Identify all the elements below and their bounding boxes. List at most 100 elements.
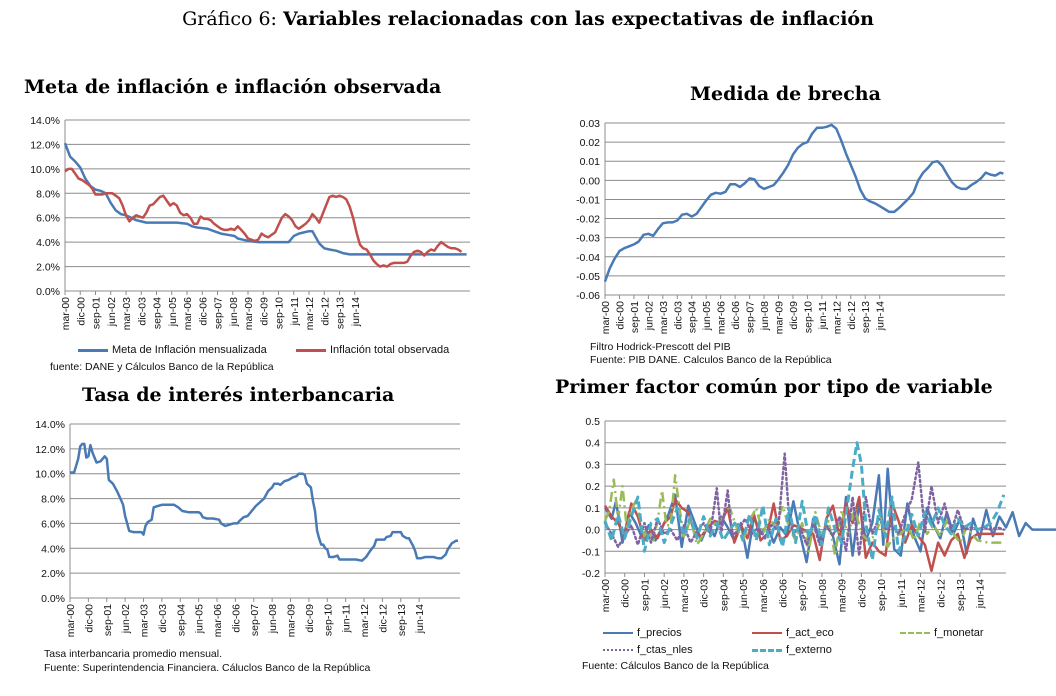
xtick-label-inflacion: sep-13 [335, 297, 347, 329]
xtick-label-factores: sep-01 [639, 579, 651, 611]
xtick-label-tasa: sep-07 [249, 604, 261, 636]
xtick-label-brecha: dic-09 [788, 301, 800, 330]
ytick-label-inflacion: 10.0% [30, 164, 60, 176]
xtick-label-inflacion: sep-07 [213, 297, 225, 329]
xtick-label-factores: jun-02 [659, 579, 671, 609]
xtick-label-inflacion: mar-06 [182, 297, 194, 330]
xtick-label-inflacion: mar-03 [121, 297, 133, 330]
series-line-meta-de-inflaci-n-mensualizada [63, 142, 467, 256]
series-line-f-externo [603, 441, 1006, 562]
xtick-label-tasa: mar-03 [139, 604, 151, 637]
xtick-label-inflacion: mar-09 [243, 297, 255, 330]
xtick-label-inflacion: dic-12 [319, 297, 331, 326]
ytick-label-factores: 0.0 [585, 525, 600, 537]
series-line-f-precios [603, 467, 1056, 566]
ytick-label-inflacion: 12.0% [30, 139, 60, 151]
xtick-label-inflacion: jun-08 [228, 297, 240, 327]
xtick-label-inflacion: jun-02 [106, 297, 118, 327]
xtick-label-brecha: sep-10 [802, 301, 814, 333]
ytick-label-inflacion: 8.0% [36, 188, 60, 200]
series-line-inflaci-n-total-observada [64, 167, 463, 268]
xtick-label-tasa: jun-08 [267, 604, 279, 634]
ytick-label-factores: -0.1 [582, 546, 600, 558]
ytick-label-factores: 0.2 [585, 481, 600, 493]
xtick-label-inflacion: sep-01 [91, 297, 103, 329]
xtick-label-inflacion: mar-00 [60, 297, 72, 330]
xtick-label-factores: mar-09 [837, 579, 849, 612]
xtick-label-brecha: sep-13 [860, 301, 872, 333]
ytick-label-tasa: 0.0% [41, 593, 65, 605]
ytick-label-brecha: -0.03 [576, 233, 600, 245]
ytick-label-inflacion: 6.0% [36, 213, 60, 225]
legend-swatch-meta [78, 348, 108, 352]
legend-item-f-monetar: f_monetar [900, 627, 984, 639]
xtick-label-tasa: mar-06 [212, 604, 224, 637]
ytick-label-brecha: -0.01 [576, 194, 600, 206]
xtick-label-factores: dic-03 [699, 579, 711, 608]
ytick-label-inflacion: 4.0% [36, 237, 60, 249]
xtick-label-brecha: mar-09 [773, 301, 785, 334]
xtick-label-factores: sep-04 [718, 579, 730, 611]
legend-swatch-f-externo [752, 648, 782, 652]
xtick-label-inflacion: dic-03 [136, 297, 148, 326]
xtick-label-brecha: dic-12 [846, 301, 858, 330]
chart-title-factores: Primer factor común por tipo de variable [555, 376, 993, 398]
xtick-label-factores: dic-12 [935, 579, 947, 608]
figure-title: Gráfico 6: Variables relacionadas con la… [0, 8, 1056, 30]
xtick-label-factores: jun-05 [738, 579, 750, 609]
ytick-label-inflacion: 14.0% [30, 115, 60, 127]
xtick-label-factores: dic-09 [856, 579, 868, 608]
xtick-label-factores: mar-12 [916, 579, 928, 612]
xtick-label-factores: jun-14 [975, 579, 987, 609]
ytick-label-brecha: 0.02 [580, 137, 601, 149]
xtick-label-tasa: dic-03 [157, 604, 169, 633]
xtick-label-brecha: jun-02 [643, 301, 655, 331]
xtick-label-brecha: jun-08 [759, 301, 771, 331]
xtick-label-brecha: sep-07 [745, 301, 757, 333]
ytick-label-brecha: 0.01 [580, 156, 601, 168]
chart-title-brecha: Medida de brecha [690, 83, 881, 105]
xtick-label-brecha: jun-14 [875, 301, 887, 331]
xtick-label-tasa: jun-11 [341, 604, 353, 634]
legend-swatch-f-monetar [900, 632, 930, 634]
ytick-label-inflacion: 2.0% [36, 262, 60, 274]
ytick-label-brecha: -0.02 [576, 214, 600, 226]
xtick-label-tasa: sep-13 [396, 604, 408, 636]
ytick-label-factores: 0.4 [585, 438, 600, 450]
xtick-label-tasa: jun-05 [194, 604, 206, 634]
xtick-label-brecha: mar-06 [716, 301, 728, 334]
xtick-label-brecha: mar-12 [831, 301, 843, 334]
ytick-label-factores: 0.3 [585, 459, 600, 471]
ytick-label-tasa: 6.0% [41, 518, 65, 530]
figure-label: Gráfico 6: [182, 8, 277, 30]
xtick-label-factores: sep-13 [955, 579, 967, 611]
legend-swatch-f-act-eco [752, 632, 782, 634]
xtick-label-factores: sep-10 [876, 579, 888, 611]
xtick-label-tasa: dic-00 [83, 604, 95, 633]
ytick-label-brecha: -0.05 [576, 271, 600, 283]
ytick-label-tasa: 2.0% [41, 568, 65, 580]
note-tasa: Tasa interbancaria promedio mensual. [44, 648, 223, 660]
ytick-label-brecha: 0.00 [580, 175, 601, 187]
xtick-label-brecha: sep-04 [687, 301, 699, 333]
xtick-label-tasa: dic-09 [304, 604, 316, 633]
xtick-label-brecha: jun-11 [817, 301, 829, 331]
ytick-label-factores: -0.2 [582, 568, 600, 580]
legend-swatch-f-ctas-nles [603, 649, 633, 651]
legend-label-meta: Meta de Inflación mensualizada [112, 344, 267, 356]
chart-title-tasa: Tasa de interés interbancaria [82, 384, 395, 406]
series-line-brecha-del-pib [603, 123, 1004, 283]
xtick-label-inflacion: mar-12 [304, 297, 316, 330]
source-factores: Fuente: Cálculos Banco de la República [582, 660, 769, 672]
legend-label-f-monetar: f_monetar [934, 627, 984, 639]
xtick-label-factores: sep-07 [797, 579, 809, 611]
legend-item-f-precios: f_precios [603, 627, 682, 639]
legend-swatch-inflacion [296, 348, 326, 352]
legend-label-f-externo: f_externo [786, 644, 832, 656]
ytick-label-tasa: 4.0% [41, 543, 65, 555]
xtick-label-inflacion: jun-05 [167, 297, 179, 327]
xtick-label-brecha: dic-00 [614, 301, 626, 330]
ytick-label-inflacion: 0.0% [36, 286, 60, 298]
ytick-label-tasa: 12.0% [35, 444, 65, 456]
